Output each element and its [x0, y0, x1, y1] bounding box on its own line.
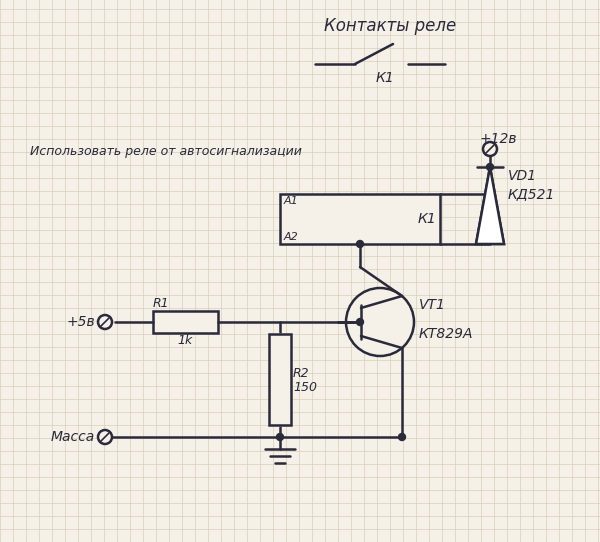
- Text: VD1: VD1: [508, 169, 537, 183]
- Text: R1: R1: [152, 297, 169, 310]
- Circle shape: [98, 315, 112, 329]
- Circle shape: [356, 319, 364, 326]
- Text: 1k: 1k: [178, 334, 193, 347]
- Text: R2: R2: [293, 367, 310, 380]
- Text: Использовать реле от автосигнализации: Использовать реле от автосигнализации: [30, 145, 302, 158]
- Circle shape: [277, 434, 284, 441]
- Polygon shape: [476, 167, 504, 244]
- Text: КД521: КД521: [508, 187, 556, 201]
- Circle shape: [398, 434, 406, 441]
- Text: VT1: VT1: [419, 298, 446, 312]
- Text: 150: 150: [293, 381, 317, 394]
- Text: +5в: +5в: [67, 315, 95, 329]
- Circle shape: [487, 164, 493, 171]
- Text: А1: А1: [284, 196, 299, 206]
- Bar: [152, 311, 218, 333]
- Text: К1: К1: [417, 212, 436, 226]
- Circle shape: [356, 241, 364, 248]
- Text: +12в: +12в: [479, 132, 517, 146]
- Text: А2: А2: [284, 232, 299, 242]
- Text: КТ829А: КТ829А: [419, 327, 473, 341]
- Circle shape: [346, 288, 414, 356]
- Circle shape: [98, 430, 112, 444]
- Text: Масса: Масса: [51, 430, 95, 444]
- Text: Контакты реле: Контакты реле: [324, 17, 456, 35]
- Bar: [280, 194, 440, 244]
- Bar: [269, 334, 291, 425]
- Text: К1: К1: [376, 71, 394, 85]
- Circle shape: [483, 142, 497, 156]
- Polygon shape: [476, 167, 504, 244]
- Polygon shape: [476, 167, 504, 244]
